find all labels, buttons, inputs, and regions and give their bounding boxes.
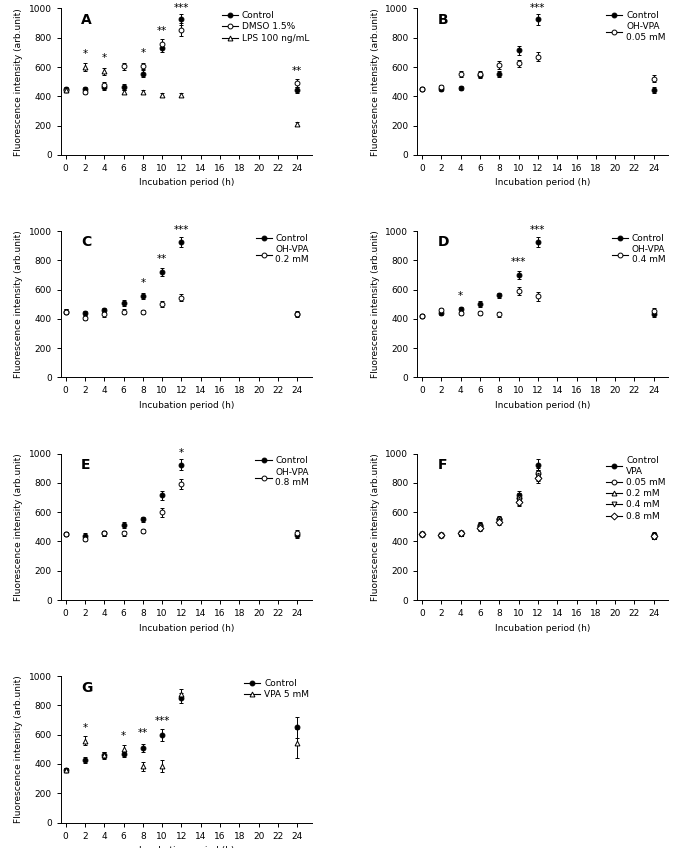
Text: *: * — [82, 49, 88, 59]
Text: E: E — [81, 458, 90, 472]
X-axis label: Incubation period (h): Incubation period (h) — [138, 846, 234, 848]
Text: *: * — [458, 292, 463, 301]
Text: **: ** — [138, 728, 148, 739]
Text: **: ** — [292, 66, 302, 75]
X-axis label: Incubation period (h): Incubation period (h) — [138, 623, 234, 633]
Text: ***: *** — [155, 716, 170, 726]
Legend: Control, OH-VPA
0.05 mM: Control, OH-VPA 0.05 mM — [604, 9, 668, 43]
Text: C: C — [81, 236, 91, 249]
Text: *: * — [121, 731, 126, 741]
Text: *: * — [179, 448, 184, 458]
X-axis label: Incubation period (h): Incubation period (h) — [138, 401, 234, 410]
Y-axis label: Fluorescence intensity (arb.unit): Fluorescence intensity (arb.unit) — [371, 231, 379, 378]
Y-axis label: Fluorescence intensity (arb.unit): Fluorescence intensity (arb.unit) — [14, 231, 23, 378]
Text: A: A — [81, 13, 92, 27]
Text: ***: *** — [173, 3, 189, 13]
Text: *: * — [140, 278, 145, 288]
Text: ***: *** — [531, 226, 545, 236]
Legend: Control, OH-VPA
0.4 mM: Control, OH-VPA 0.4 mM — [610, 232, 668, 266]
Text: *: * — [140, 48, 145, 59]
Y-axis label: Fluorescence intensity (arb.unit): Fluorescence intensity (arb.unit) — [371, 8, 379, 155]
Text: B: B — [437, 13, 448, 27]
Text: D: D — [437, 236, 449, 249]
Legend: Control, DMSO 1.5%, LPS 100 ng/mL: Control, DMSO 1.5%, LPS 100 ng/mL — [220, 9, 311, 44]
Text: **: ** — [157, 25, 167, 36]
Legend: Control, OH-VPA
0.8 mM: Control, OH-VPA 0.8 mM — [254, 455, 311, 488]
X-axis label: Incubation period (h): Incubation period (h) — [138, 178, 234, 187]
Y-axis label: Fluorescence intensity (arb.unit): Fluorescence intensity (arb.unit) — [371, 453, 379, 600]
Text: ***: *** — [173, 226, 189, 236]
X-axis label: Incubation period (h): Incubation period (h) — [495, 401, 591, 410]
X-axis label: Incubation period (h): Incubation period (h) — [495, 623, 591, 633]
Y-axis label: Fluorescence intensity (arb.unit): Fluorescence intensity (arb.unit) — [14, 8, 23, 155]
Text: G: G — [81, 681, 92, 695]
Legend: Control, OH-VPA
0.2 mM: Control, OH-VPA 0.2 mM — [254, 232, 311, 266]
Text: ***: *** — [531, 3, 545, 13]
Text: **: ** — [157, 254, 167, 264]
Legend: Control
VPA, 0.05 mM, 0.2 mM, 0.4 mM, 0.8 mM: Control VPA, 0.05 mM, 0.2 mM, 0.4 mM, 0.… — [604, 455, 668, 522]
Y-axis label: Fluorescence intensity (arb.unit): Fluorescence intensity (arb.unit) — [14, 453, 23, 600]
Text: ***: *** — [511, 257, 526, 267]
Text: *: * — [82, 722, 88, 733]
Legend: Control, VPA 5 mM: Control, VPA 5 mM — [242, 677, 311, 701]
Text: F: F — [437, 458, 447, 472]
Text: *: * — [102, 53, 107, 64]
Y-axis label: Fluorescence intensity (arb.unit): Fluorescence intensity (arb.unit) — [14, 676, 23, 823]
X-axis label: Incubation period (h): Incubation period (h) — [495, 178, 591, 187]
